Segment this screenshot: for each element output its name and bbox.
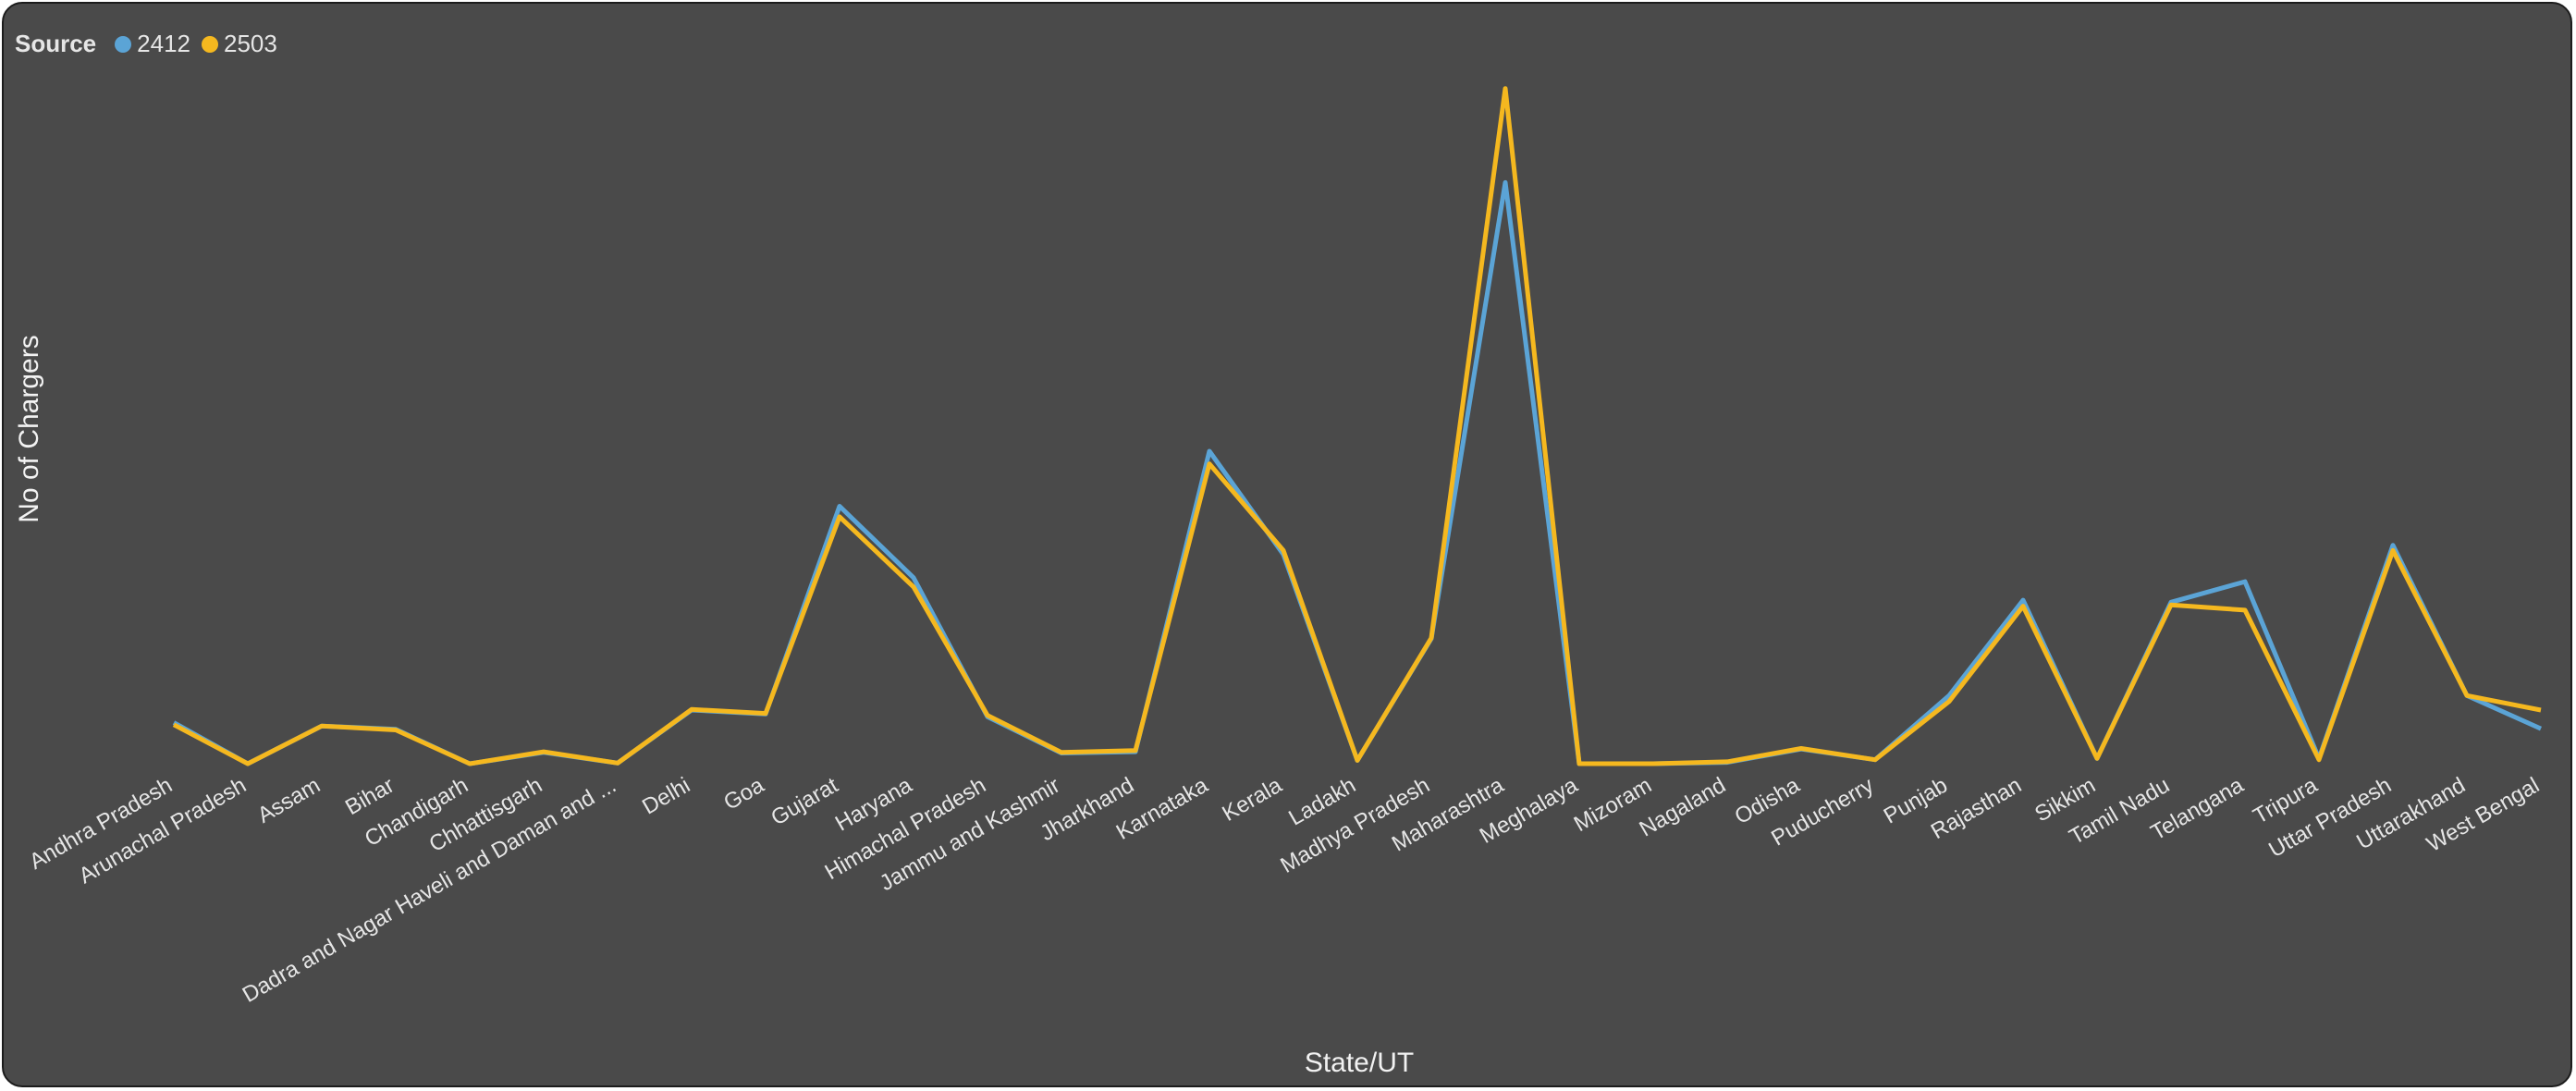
data-point-2503[interactable] [1130, 745, 1141, 756]
data-point-2503[interactable] [242, 758, 253, 769]
data-point-2503[interactable] [760, 708, 771, 719]
x-tick-label: Kerala [1218, 772, 1286, 826]
data-point-2503[interactable] [2461, 690, 2472, 701]
data-point-2412[interactable] [2239, 576, 2251, 587]
data-point-2503[interactable] [1278, 545, 1289, 556]
data-point-2412[interactable] [1204, 446, 1215, 457]
data-point-2503[interactable] [2387, 545, 2398, 556]
data-point-2503[interactable] [2535, 705, 2546, 716]
legend-marker-2412 [115, 35, 132, 53]
legend-item-2503[interactable]: 2503 [202, 30, 277, 58]
data-point-2503[interactable] [2165, 599, 2177, 610]
series-line-2412[interactable] [172, 179, 2543, 766]
data-point-2412[interactable] [834, 500, 845, 511]
legend-title: Source [15, 30, 97, 57]
data-point-2503[interactable] [1204, 459, 1215, 470]
data-point-2503[interactable] [1500, 83, 1511, 94]
data-point-2503[interactable] [686, 704, 697, 715]
data-point-2503[interactable] [982, 710, 993, 721]
data-point-2503[interactable] [834, 511, 845, 522]
data-point-2503[interactable] [316, 720, 327, 731]
data-point-2503[interactable] [2018, 601, 2029, 612]
data-point-2503[interactable] [2091, 753, 2103, 764]
x-axis-title: State/UT [1304, 1048, 1415, 1078]
data-point-2503[interactable] [612, 757, 623, 768]
x-tick-label: Goa [719, 772, 768, 815]
series-line-2503[interactable] [172, 86, 2542, 766]
data-point-2503[interactable] [464, 758, 475, 769]
y-axis-title: No of Chargers [14, 335, 44, 523]
x-tick-label: Assam [253, 773, 325, 828]
legend-item-2412[interactable]: 2412 [115, 30, 190, 58]
data-point-2503[interactable] [1796, 743, 1807, 754]
series-points [168, 83, 2546, 769]
x-tick-label: Delhi [638, 773, 694, 820]
data-point-2503[interactable] [1722, 756, 1733, 767]
data-point-2503[interactable] [168, 719, 179, 730]
data-point-2503[interactable] [1870, 754, 1881, 766]
data-point-2503[interactable] [1352, 754, 1363, 766]
series-lines [172, 86, 2543, 766]
data-point-2503[interactable] [390, 724, 401, 735]
legend-label-2412: 2412 [137, 30, 190, 57]
data-point-2412[interactable] [2535, 723, 2546, 734]
legend: Source 2412 2503 [15, 30, 277, 58]
data-point-2503[interactable] [1648, 758, 1659, 769]
data-point-2503[interactable] [2313, 754, 2325, 766]
data-point-2503[interactable] [1056, 747, 1067, 758]
data-point-2503[interactable] [2239, 605, 2251, 616]
data-point-2412[interactable] [1500, 177, 1511, 188]
legend-label-2503: 2503 [224, 30, 277, 57]
data-point-2503[interactable] [1944, 696, 1955, 707]
legend-marker-2503 [202, 35, 218, 53]
x-tick-label: Gujarat [767, 773, 842, 831]
data-point-2503[interactable] [538, 746, 549, 757]
data-point-2503[interactable] [1574, 758, 1585, 769]
data-point-2503[interactable] [1426, 632, 1437, 644]
data-point-2503[interactable] [908, 582, 919, 593]
